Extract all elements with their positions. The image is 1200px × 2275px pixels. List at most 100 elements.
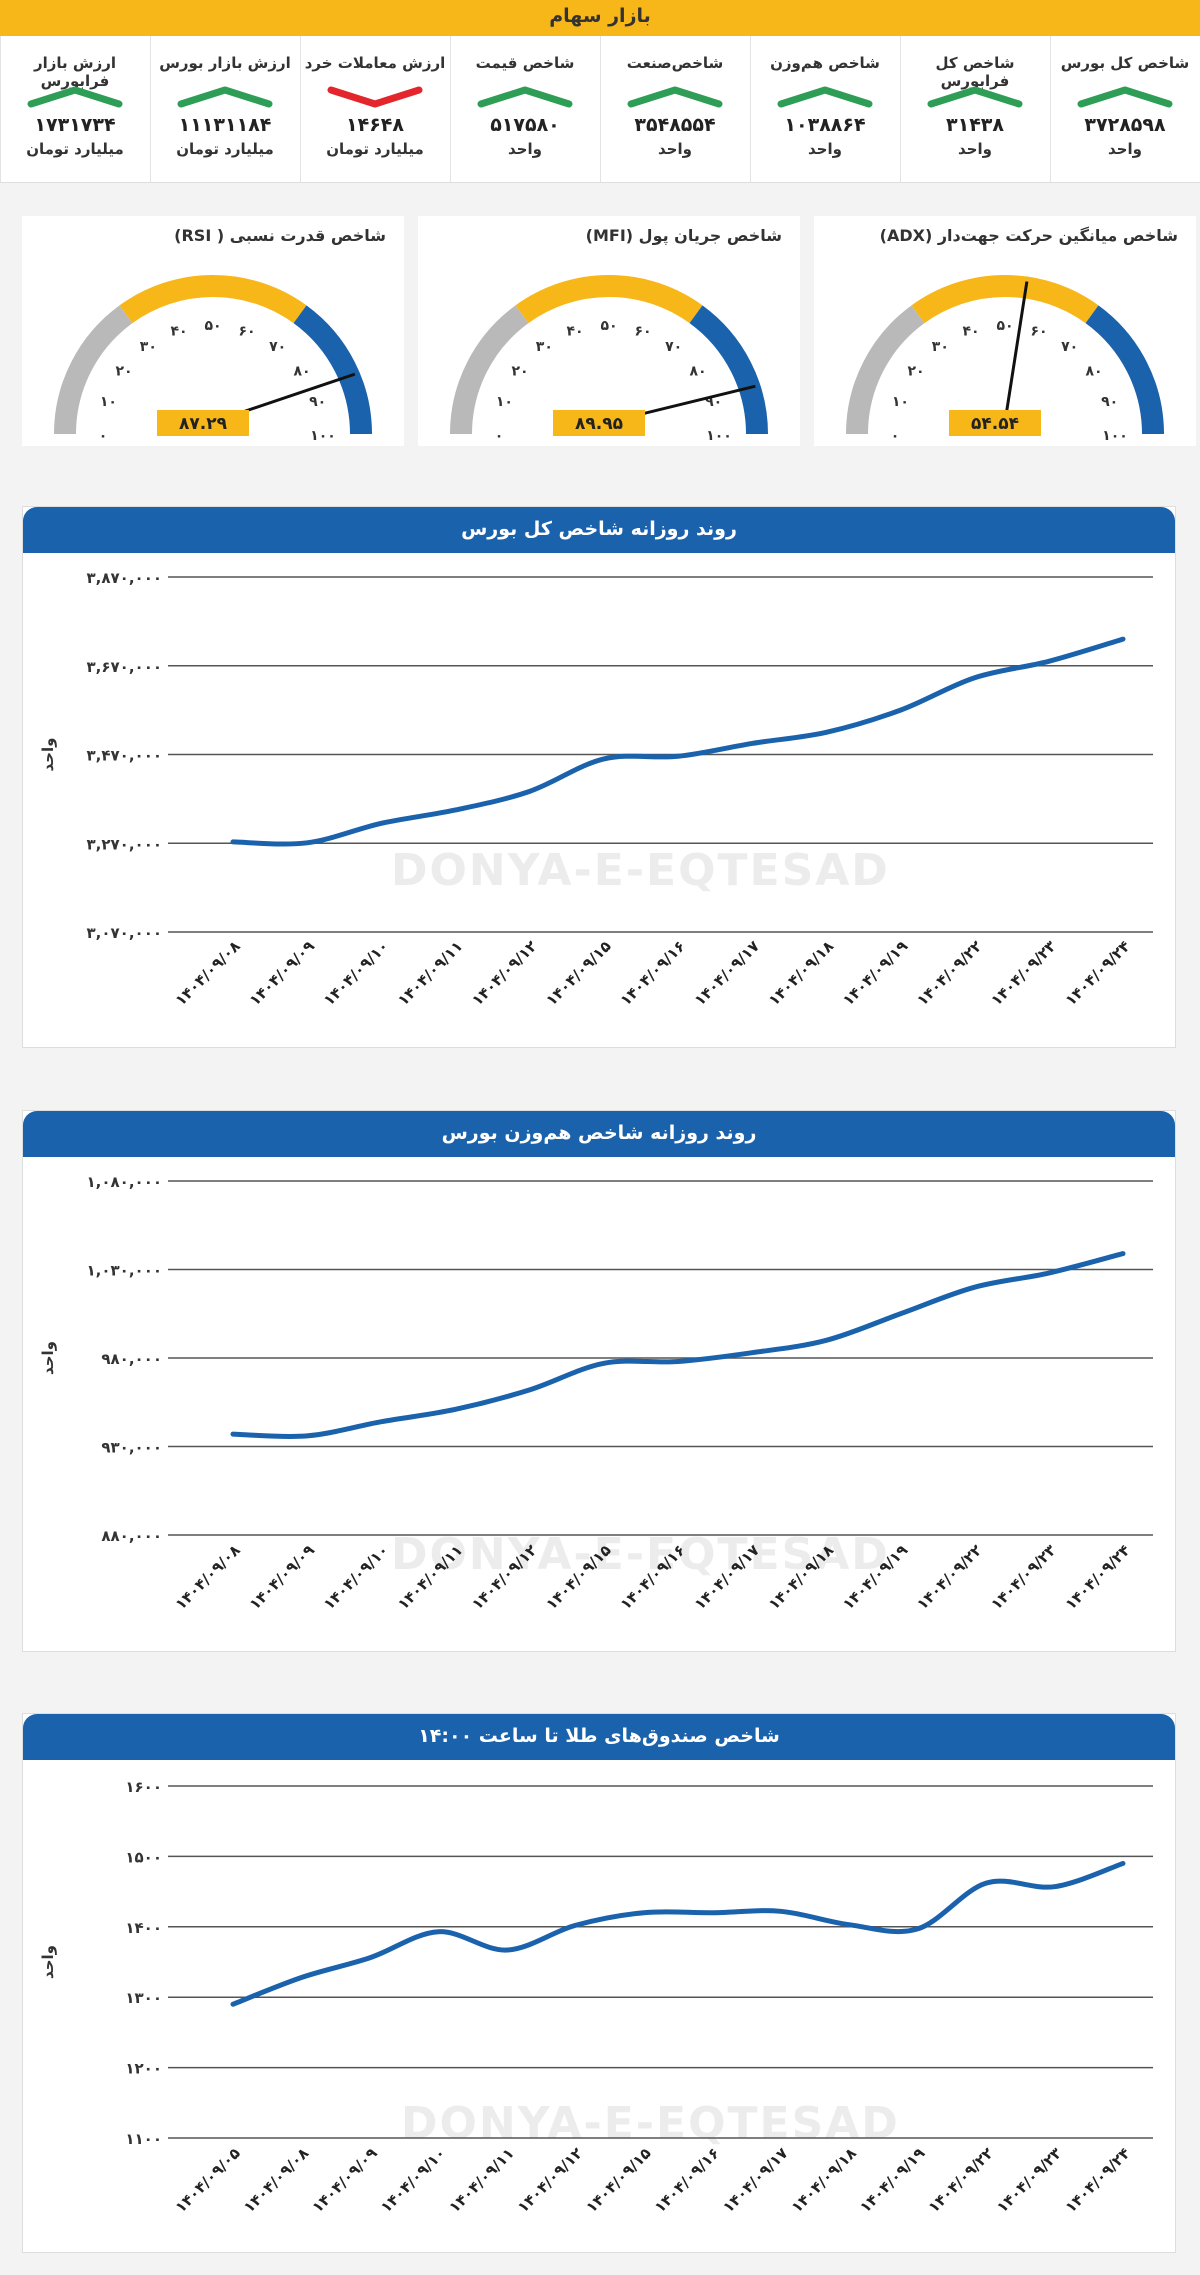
gauge-tick-label: ۱۰۰ [706, 428, 732, 444]
gauge-tick-label: ۱۰۰ [1102, 428, 1128, 444]
stat-label: شاخص‌صنعت [626, 54, 724, 72]
x-tick-label: ۱۴۰۴/۰۹/۱۵ [542, 937, 614, 1009]
stat-value: ۱۴۶۴۸ [346, 114, 404, 136]
stat-unit: واحد [1108, 140, 1142, 158]
data-point [973, 676, 976, 679]
x-tick-label: ۱۴۰۴/۰۹/۰۵ [172, 2144, 244, 2216]
page-title: بازار سهام [549, 5, 651, 27]
stat-unit: واحد [958, 140, 992, 158]
y-axis-label: واحد [39, 1945, 57, 1979]
chart-panel-equal-weight-index: روند روزانه شاخص هم‌وزن بورس DONYA-E-EQT… [22, 1110, 1176, 1652]
x-tick-label: ۱۴۰۴/۰۹/۱۱ [394, 1541, 466, 1613]
x-tick-label: ۱۴۰۴/۰۹/۱۲ [468, 1541, 540, 1613]
y-tick-label: ۱۴۰۰ [125, 1919, 162, 1937]
x-tick-label: ۱۴۰۴/۰۹/۱۷ [691, 1541, 763, 1613]
data-point [825, 731, 828, 734]
data-point [505, 1949, 508, 1952]
gauge-value-label: ۵۴.۵۴ [971, 414, 1019, 434]
data-point [642, 1911, 645, 1914]
x-tick-label: ۱۴۰۴/۰۹/۲۳ [987, 937, 1059, 1009]
y-axis-label: واحد [39, 738, 57, 772]
trend-chevron-up [927, 86, 1023, 108]
gauge-segment [119, 275, 307, 324]
x-tick-label: ۱۴۰۴/۰۹/۱۹ [839, 1541, 911, 1613]
stat-unit: واحد [508, 140, 542, 158]
x-tick-label: ۱۴۰۴/۰۹/۱۶ [617, 1541, 689, 1613]
y-tick-label: ۱,۰۳۰,۰۰۰ [87, 1262, 162, 1280]
data-point [825, 1339, 828, 1342]
stat-trend-icon [1077, 86, 1173, 108]
y-tick-label: ۹۳۰,۰۰۰ [101, 1439, 162, 1457]
stat-unit: واحد [808, 140, 842, 158]
x-tick-label: ۱۴۰۴/۰۹/۲۲ [925, 2144, 997, 2216]
gauge-tick-label: ۶۰ [238, 323, 255, 339]
gauge-tick-label: ۲۰ [511, 363, 528, 379]
gauge-tick-label: ۵۰ [996, 318, 1013, 334]
x-tick-label: ۱۴۰۴/۰۹/۰۸ [240, 2144, 312, 2216]
watermark: DONYA-E-EQTESAD [391, 1529, 890, 1580]
gauge-tick-label: ۱۰ [892, 394, 909, 410]
x-tick-label: ۱۴۰۴/۰۹/۱۵ [542, 1541, 614, 1613]
stat-value: ۳۱۴۳۸ [946, 114, 1004, 136]
stat-value: ۱۱۱۳۱۱۸۴ [178, 114, 272, 136]
stat-value: ۵۱۷۵۸۰ [490, 114, 560, 136]
data-point [985, 1882, 988, 1885]
chart-title: روند روزانه شاخص کل بورس [461, 518, 737, 540]
gauge-tick-label: ۷۰ [1061, 339, 1078, 355]
chart-title: شاخص صندوق‌های طلا تا ساعت ۱۴:۰۰ [418, 1725, 780, 1747]
stat-trend-icon [477, 86, 573, 108]
stats-row: شاخص کل بورس ۳۷۲۸۵۹۸ واحد شاخص کل فرابور… [0, 36, 1200, 183]
stat-card: شاخص‌صنعت ۳۵۴۸۵۵۴ واحد [600, 36, 749, 182]
x-tick-label: ۱۴۰۴/۰۹/۱۰ [320, 937, 392, 1009]
gauge-tick-label: ۵۰ [204, 318, 221, 334]
y-tick-label: ۱,۰۸۰,۰۰۰ [87, 1173, 162, 1191]
series-line [230, 1860, 1126, 2007]
gauge-title: شاخص قدرت نسبی ( RSI) [174, 226, 386, 245]
gauge-segment [689, 305, 768, 435]
data-point [454, 1408, 457, 1411]
data-point [1122, 1252, 1124, 1255]
gauge-tick-label: ۳۰ [536, 339, 553, 355]
y-tick-label: ۱۱۰۰ [125, 2130, 162, 2148]
stat-value: ۳۷۲۸۵۹۸ [1084, 114, 1166, 136]
stat-trend-icon [327, 86, 423, 108]
y-tick-label: ۱۶۰۰ [125, 1778, 162, 1796]
gauge-tick-label: ۲۰ [907, 363, 924, 379]
data-point [437, 1930, 440, 1933]
x-tick-label: ۱۴۰۴/۰۹/۱۱ [394, 937, 466, 1009]
gauge-segment [1085, 305, 1164, 435]
data-point [528, 790, 531, 793]
data-point [300, 1976, 303, 1979]
x-tick-label: ۱۴۰۴/۰۹/۱۸ [765, 937, 837, 1009]
stat-card: شاخص هم‌وزن ۱۰۳۸۸۶۴ واحد [750, 36, 899, 182]
chart-svg: ۱۱۰۰۱۲۰۰۱۳۰۰۱۴۰۰۱۵۰۰۱۶۰۰واحد۱۴۰۴/۰۹/۰۵۱۴… [39, 1778, 1153, 2216]
x-tick-label: ۱۴۰۴/۰۹/۱۷ [691, 937, 763, 1009]
gauge-tick-label: ۴۰ [170, 323, 187, 339]
stat-unit: میلیارد تومان [26, 140, 124, 158]
data-point [1053, 1885, 1056, 1888]
x-tick-label: ۱۴۰۴/۰۹/۱۵ [582, 2144, 654, 2216]
data-point [779, 1910, 782, 1913]
data-point [380, 822, 383, 825]
data-point [306, 841, 309, 844]
y-tick-label: ۳,۶۷۰,۰۰۰ [87, 658, 162, 676]
data-point [677, 1360, 679, 1363]
gauge-tick-label: ۷۰ [665, 339, 682, 355]
x-tick-label: ۱۴۰۴/۰۹/۰۹ [246, 1541, 318, 1613]
chart-svg: ۸۸۰,۰۰۰ ۹۳۰,۰۰۰ ۹۸۰,۰۰۰ ۱,۰۳۰,۰۰۰ ۱,۰۸۰,۰۰۰ و… [39, 1173, 1153, 1613]
stat-trend-icon [627, 86, 723, 108]
data-point [899, 1312, 902, 1315]
gauge-tick-label: ۴۰ [566, 323, 583, 339]
data-point [677, 755, 679, 758]
data-point [751, 742, 754, 745]
data-point [232, 840, 234, 843]
gauge-dial: ۰ ۱۰ ۲۰ ۳۰ ۴۰ ۵۰ ۶۰ ۷۰ ۸۰ ۹۰ ۱۰۰ ۸۷.۲۹ [54, 275, 372, 444]
series-line [230, 636, 1126, 847]
trend-chevron-up [27, 86, 123, 108]
x-tick-label: ۱۴۰۴/۰۹/۱۰ [377, 2144, 449, 2216]
gauge-needle [1003, 281, 1029, 423]
x-tick-label: ۱۴۰۴/۰۹/۰۹ [308, 2144, 380, 2216]
stat-label: ارزش معاملات خرد [304, 54, 446, 72]
stat-card: ارزش بازار فرابورس ۱۷۳۱۷۳۴ میلیارد تومان [0, 36, 149, 182]
trend-chevron-up [627, 86, 723, 108]
